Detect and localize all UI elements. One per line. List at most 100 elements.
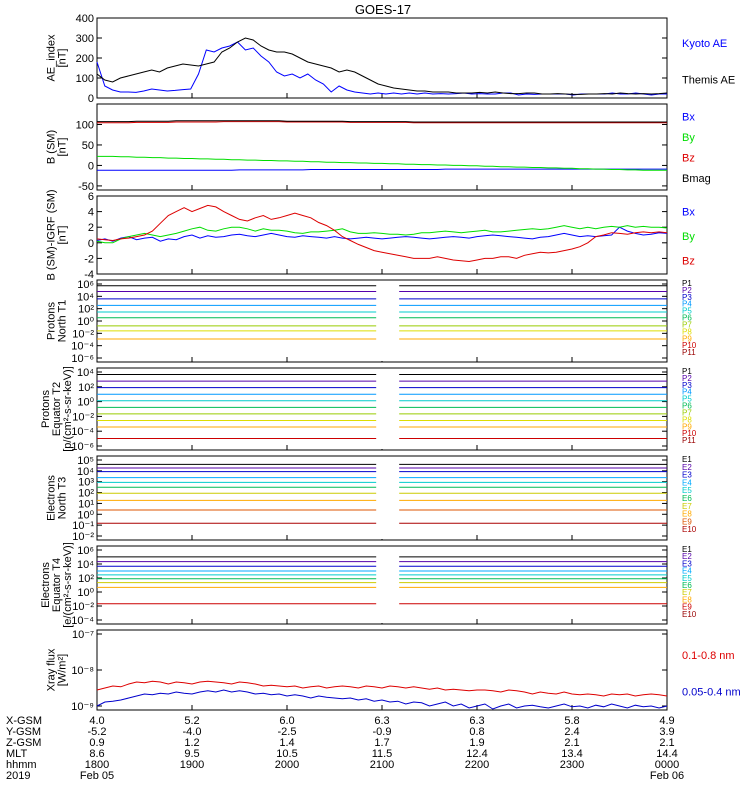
legend-entry: P8	[682, 415, 692, 424]
y-tick-label: 10⁰	[77, 316, 94, 328]
orbit-cell: 2.4	[564, 726, 579, 738]
orbit-cell: 0000	[655, 759, 679, 771]
legend-entry: P2	[682, 374, 692, 383]
y-tick-label: 10⁻⁸	[71, 665, 94, 677]
legend-entry: E10	[682, 525, 697, 534]
data-gap	[376, 369, 400, 449]
panel-protons_t2: Protons Equator T2 [p/(cm²-s-sr-keV)] 10⁴ 10…	[40, 366, 697, 453]
legend-entry: P3	[682, 293, 692, 302]
series-themis-ae-line	[96, 37, 668, 95]
y-tick-label: 4	[88, 207, 94, 219]
legend-entry: Bmag	[682, 173, 711, 185]
orbit-cell: 1.9	[469, 737, 484, 749]
y-tick-label: 0	[88, 160, 94, 172]
y-tick-label: 10²	[78, 382, 94, 394]
legend-entry: E4	[682, 567, 692, 576]
orbit-cell: 3.9	[659, 726, 674, 738]
legend-entry: E7	[682, 588, 692, 597]
series-kyoto-ae-line	[96, 41, 667, 96]
series-by-line	[96, 225, 668, 244]
legend-entry: P9	[682, 334, 692, 343]
y-tick-label: 10⁻⁴	[71, 615, 94, 627]
y-tick-label: 10⁰	[77, 397, 94, 409]
legend-entry: E8	[682, 595, 692, 604]
orbit-cell: 1.2	[184, 737, 199, 749]
legend-entry: P3	[682, 381, 692, 390]
y-tick-label: 10⁰	[77, 509, 94, 521]
y-tick-label: 6	[88, 191, 94, 203]
orbit-cell: 2300	[560, 759, 584, 771]
y-axis-label-line: [W/m²]	[57, 654, 69, 686]
legend-entry: E6	[682, 581, 692, 590]
y-tick-label: 10⁻²	[72, 601, 94, 613]
legend-entry: P4	[682, 300, 692, 309]
legend-entry: E5	[682, 574, 692, 583]
y-tick-label: 10³	[78, 477, 94, 489]
legend-entry: 0.1-0.8 nm	[682, 650, 735, 662]
y-axis-label-line: Xray flux	[46, 648, 58, 691]
legend-entry: Bz	[682, 255, 695, 267]
y-tick-label: 10⁴	[77, 291, 94, 303]
series-bz-line	[97, 121, 667, 124]
legend-entry: P1	[682, 367, 692, 376]
y-tick-label: 10⁻¹	[72, 520, 94, 532]
orbit-cell: 0.9	[89, 737, 104, 749]
orbit-cell: 4.0	[89, 715, 104, 727]
orbit-cell: 13.4	[561, 748, 582, 760]
y-tick-label: 10¹	[78, 498, 94, 510]
panel-frame	[96, 629, 668, 711]
y-tick-label: 10⁻²	[72, 328, 94, 340]
orbit-cell: -4.0	[183, 726, 202, 738]
y-tick-label: 10⁻⁷	[72, 629, 94, 641]
panel-db_sm: B (SM)-IGRF (SM) [nT] -4 -2 0 2 4 6 Bx By Bz	[46, 189, 696, 281]
y-axis-label-line: [nT]	[57, 49, 69, 68]
legend-entry: E1	[682, 545, 692, 554]
y-tick-label: -4	[84, 269, 94, 281]
orbit-table: X-GSMY-GSMZ-GSMMLThhmm20194.0-5.20.98.61…	[6, 715, 684, 782]
y-axis-label-line: Electrons	[46, 475, 58, 521]
series-bz-line	[96, 204, 668, 263]
y-axis-label-line: [nT]	[57, 226, 69, 245]
orbit-row-label: MLT	[6, 748, 27, 760]
y-axis-label-line: [p/(cm²-s-sr-keV)]	[62, 366, 74, 452]
orbit-cell: -5.2	[88, 726, 107, 738]
panel-frame	[96, 103, 668, 191]
legend-entry: P6	[682, 402, 692, 411]
data-gap	[376, 457, 400, 539]
orbit-cell: 1.7	[374, 737, 389, 749]
y-axis-label-line: North T3	[57, 477, 69, 520]
orbit-cell: Feb 05	[80, 770, 114, 782]
orbit-cell: 11.5	[372, 748, 393, 760]
orbit-cell: 2.1	[659, 737, 674, 749]
y-tick-label: 10⁶	[77, 279, 94, 291]
y-axis-label-line: Equator T4	[51, 558, 63, 612]
y-tick-label: 10⁴	[77, 466, 94, 478]
y-tick-label: 0	[88, 238, 94, 250]
y-axis-label: Electrons North T3	[46, 475, 69, 521]
legend-entry: Kyoto AE	[682, 38, 727, 50]
orbit-cell: 1900	[180, 759, 204, 771]
y-tick-label: 10⁻²	[72, 411, 94, 423]
legend-entry: E8	[682, 510, 692, 519]
y-tick-label: 100	[76, 119, 94, 131]
y-tick-label: 300	[76, 33, 94, 45]
legend-entry: E4	[682, 478, 692, 487]
legend-entry: E6	[682, 494, 692, 503]
legend-entry: Bz	[682, 152, 695, 164]
panel-electrons_t4: Electrons Equator T4 [e/(cm²-s-sr-keV)] 10⁶…	[40, 542, 697, 628]
legend-entry: E9	[682, 517, 692, 526]
y-tick-label: 400	[76, 13, 94, 25]
legend-entry: E5	[682, 486, 692, 495]
legend-entry: E2	[682, 463, 692, 472]
legend-entry: By	[682, 132, 695, 144]
legend-entry: E10	[682, 610, 697, 619]
legend-entry: Bx	[682, 111, 695, 123]
series-bmag-line	[97, 120, 667, 123]
orbit-cell: 12.4	[466, 748, 487, 760]
y-axis-label-line: Protons	[40, 390, 52, 428]
legend-entry: P2	[682, 286, 692, 295]
legend-entry: E7	[682, 502, 692, 511]
series-bx-line	[96, 226, 668, 242]
legend-entry: P11	[682, 348, 696, 357]
panel-frame	[96, 195, 668, 275]
